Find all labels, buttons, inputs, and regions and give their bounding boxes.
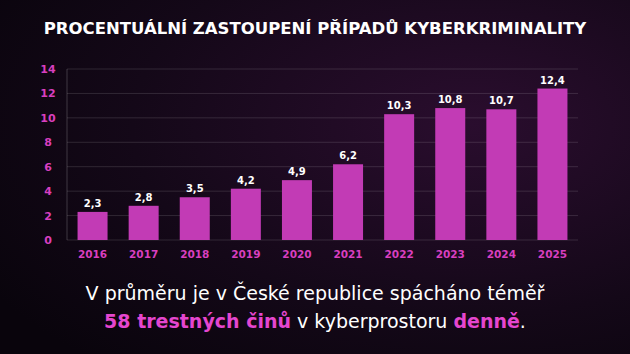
bar: [435, 108, 465, 240]
annotation-part: V průměru je v České republice spácháno …: [86, 281, 545, 304]
x-tick-label: 2025: [538, 248, 567, 260]
data-label: 10,7: [489, 95, 514, 106]
background: [0, 0, 630, 354]
annotation-line: V průměru je v České republice spácháno …: [86, 281, 545, 304]
annotation-line: 58 trestných činů v kyberprostoru denně.: [104, 310, 526, 332]
x-tick-label: 2019: [231, 248, 260, 260]
y-tick-label: 4: [44, 185, 52, 198]
annotation-part: 58 trestných činů: [104, 310, 291, 332]
data-label: 4,9: [288, 166, 306, 177]
bar: [180, 197, 210, 240]
y-tick-label: 8: [44, 136, 52, 149]
data-label: 10,3: [387, 100, 412, 111]
grid-line: [67, 69, 578, 70]
bar: [129, 206, 159, 240]
x-tick-label: 2021: [333, 248, 362, 260]
y-tick-label: 12: [40, 87, 55, 100]
bar: [333, 164, 363, 240]
x-tick-label: 2016: [78, 248, 107, 260]
data-label: 10,8: [438, 94, 463, 105]
data-label: 4,2: [237, 175, 255, 186]
y-tick-label: 0: [44, 234, 52, 247]
y-tick-label: 10: [40, 112, 56, 125]
annotation-part: .: [520, 310, 526, 332]
x-tick-label: 2022: [385, 248, 414, 260]
bar: [384, 114, 414, 240]
data-label: 2,8: [135, 192, 153, 203]
annotation-part: v kyberprostoru: [291, 310, 453, 332]
chart: PROCENTUÁLNÍ ZASTOUPENÍ PŘÍPADŮ KYBERKRI…: [0, 0, 630, 354]
grid-line: [67, 93, 578, 94]
y-tick-label: 2: [44, 210, 52, 223]
x-tick-label: 2020: [282, 248, 311, 260]
bar: [282, 180, 312, 240]
bar: [486, 109, 516, 240]
annotation-part: denně: [453, 310, 519, 332]
y-tick-label: 14: [40, 63, 56, 76]
data-label: 6,2: [339, 150, 357, 161]
data-label: 3,5: [186, 183, 204, 194]
bar: [537, 89, 567, 240]
bar: [231, 189, 261, 240]
x-tick-label: 2017: [129, 248, 158, 260]
x-tick-label: 2018: [180, 248, 209, 260]
data-label: 12,4: [540, 75, 565, 86]
y-tick-label: 6: [44, 161, 52, 174]
data-label: 2,3: [84, 198, 102, 209]
x-tick-label: 2023: [436, 248, 465, 260]
y-axis-line: [67, 69, 68, 240]
bars: [78, 89, 568, 240]
title: PROCENTUÁLNÍ ZASTOUPENÍ PŘÍPADŮ KYBERKRI…: [44, 18, 588, 38]
bar: [78, 212, 108, 240]
x-tick-label: 2024: [487, 248, 516, 260]
